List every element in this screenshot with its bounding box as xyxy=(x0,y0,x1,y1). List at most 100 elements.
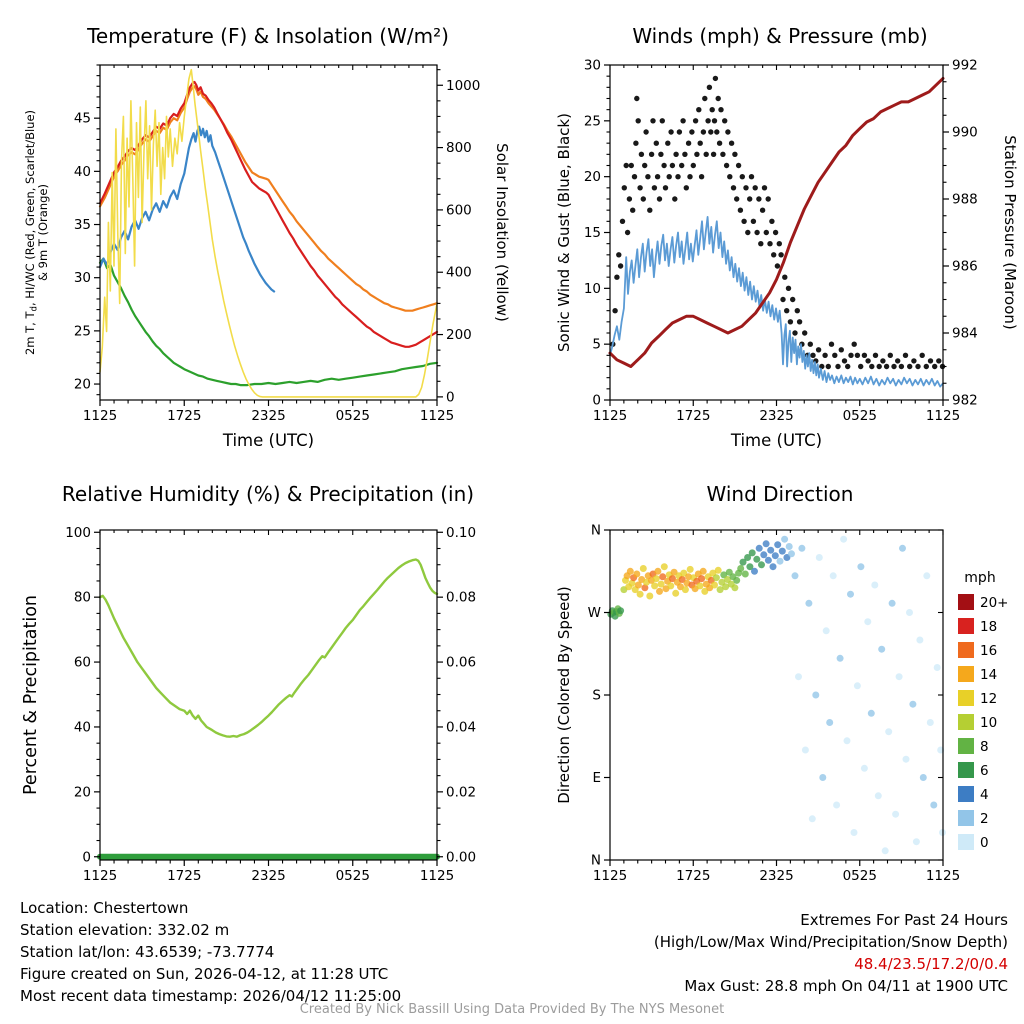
svg-text:0.08: 0.08 xyxy=(446,590,476,606)
svg-text:1725: 1725 xyxy=(167,868,201,884)
svg-text:1725: 1725 xyxy=(676,408,710,424)
svg-text:0525: 0525 xyxy=(843,408,877,424)
svg-text:0.00: 0.00 xyxy=(446,849,476,865)
svg-text:800: 800 xyxy=(446,140,472,156)
svg-text:990: 990 xyxy=(952,125,978,141)
svg-text:2m T, Td, HI/WC (Red, Green, S: 2m T, Td, HI/WC (Red, Green, Scarlet/Blu… xyxy=(23,110,40,355)
wind-direction-points xyxy=(607,535,946,855)
extremes-values: 48.4/23.5/17.2/0/0.4 xyxy=(854,955,1008,973)
svg-text:45: 45 xyxy=(74,111,91,127)
legend-swatch-0 xyxy=(958,834,974,850)
legend-label-8: 8 xyxy=(980,739,989,755)
wind-direction-chart-title: Wind Direction xyxy=(706,482,854,506)
svg-text:25: 25 xyxy=(74,323,91,339)
legend-swatch-10 xyxy=(958,714,974,730)
svg-text:1125: 1125 xyxy=(83,408,117,424)
legend-swatch-4 xyxy=(958,786,974,802)
legend-swatch-18 xyxy=(958,618,974,634)
elevation-line: Station elevation: 332.02 m xyxy=(20,921,230,939)
legend-swatch-8 xyxy=(958,738,974,754)
legend-label-14: 14 xyxy=(980,667,997,683)
svg-text:E: E xyxy=(592,770,601,786)
credit-line: Created By Nick Bassill Using Data Provi… xyxy=(299,1002,725,1017)
svg-text:80: 80 xyxy=(74,590,91,606)
dewpoint-2m-line xyxy=(98,257,439,387)
max-gust-line: Max Gust: 28.8 mph On 04/11 at 1900 UTC xyxy=(684,977,1008,995)
legend-swatch-2 xyxy=(958,810,974,826)
svg-text:Time (UTC): Time (UTC) xyxy=(730,431,822,450)
legend-label-4: 4 xyxy=(980,787,989,803)
legend-swatch-16 xyxy=(958,642,974,658)
svg-text:988: 988 xyxy=(952,192,978,208)
svg-text:100: 100 xyxy=(65,525,91,541)
svg-text:2325: 2325 xyxy=(251,868,285,884)
location-line: Location: Chestertown xyxy=(20,899,189,917)
svg-text:1125: 1125 xyxy=(83,868,117,884)
svg-text:10: 10 xyxy=(584,281,601,297)
legend-label-18: 18 xyxy=(980,619,997,635)
legend-swatch-14 xyxy=(958,666,974,682)
relative-humidity-line xyxy=(98,558,439,738)
svg-text:30: 30 xyxy=(584,58,601,74)
svg-text:20: 20 xyxy=(74,784,91,800)
svg-text:0.06: 0.06 xyxy=(446,655,476,671)
humidity-precip-chart-title: Relative Humidity (%) & Precipitation (i… xyxy=(61,482,475,506)
wind-gust-points xyxy=(610,75,946,370)
humidity-precip-plot: 1125 1725 2325 0525 1125 0 20 40 60 80 100 Percent … xyxy=(21,525,476,884)
svg-text:992: 992 xyxy=(952,58,978,74)
legend-label-2: 2 xyxy=(980,811,989,827)
svg-text:0525: 0525 xyxy=(336,408,370,424)
solar-insolation-line xyxy=(99,68,438,398)
temperature-9m-line xyxy=(98,85,439,312)
svg-text:1125: 1125 xyxy=(420,868,454,884)
figure-created-line: Figure created on Sun, 2026-04-12, at 11… xyxy=(20,965,389,983)
svg-text:Station Pressure (Maroon): Station Pressure (Maroon) xyxy=(1001,135,1019,329)
svg-text:0: 0 xyxy=(82,849,91,865)
svg-text:Solar Insolation (Yellow): Solar Insolation (Yellow) xyxy=(493,143,511,322)
svg-text:0525: 0525 xyxy=(336,868,370,884)
svg-text:1125: 1125 xyxy=(926,408,960,424)
svg-text:Percent & Precipitation: Percent & Precipitation xyxy=(21,595,41,795)
latlon-line: Station lat/lon: 43.6539; -73.7774 xyxy=(20,943,275,961)
extremes-subtitle: (High/Low/Max Wind/Precipitation/Snow De… xyxy=(653,933,1008,951)
svg-text:0: 0 xyxy=(446,389,455,405)
legend-label-12: 12 xyxy=(980,691,997,707)
extremes-title: Extremes For Past 24 Hours xyxy=(800,911,1008,929)
svg-text:1725: 1725 xyxy=(676,868,710,884)
legend-label-10: 10 xyxy=(980,715,997,731)
svg-text:2325: 2325 xyxy=(759,868,793,884)
svg-text:0.02: 0.02 xyxy=(446,784,476,800)
legend-swatch-12 xyxy=(958,690,974,706)
svg-text:1125: 1125 xyxy=(420,408,454,424)
svg-text:0525: 0525 xyxy=(843,868,877,884)
data-timestamp-line: Most recent data timestamp: 2026/04/12 1… xyxy=(20,987,402,1005)
svg-text:0.04: 0.04 xyxy=(446,719,476,735)
svg-text:1125: 1125 xyxy=(593,408,627,424)
svg-text:0.10: 0.10 xyxy=(446,525,476,541)
svg-text:2325: 2325 xyxy=(251,408,285,424)
svg-text:N: N xyxy=(591,523,601,539)
svg-text:60: 60 xyxy=(74,655,91,671)
svg-text:20: 20 xyxy=(584,169,601,185)
temperature-insolation-plot: 1125 1725 2325 0525 1125 20 25 30 35 40 45 2m T, Td… xyxy=(23,64,511,450)
svg-text:600: 600 xyxy=(446,202,472,218)
svg-text:984: 984 xyxy=(952,326,978,342)
station-info-block: Location: Chestertown Station elevation:… xyxy=(20,897,401,1007)
temperature-2m-line xyxy=(98,80,439,348)
sonic-wind-line xyxy=(609,215,944,388)
legend-label-16: 16 xyxy=(980,643,997,659)
station-pressure-line xyxy=(608,76,945,368)
svg-text:400: 400 xyxy=(446,265,472,281)
svg-text:S: S xyxy=(592,688,601,704)
svg-text:mph: mph xyxy=(964,570,995,586)
svg-text:30: 30 xyxy=(74,270,91,286)
svg-text:982: 982 xyxy=(952,393,978,409)
axes: 1125 1725 2325 0525 1125 20 25 30 35 40 45 2m T, Td… xyxy=(23,64,511,450)
winds-pressure-chart-title: Winds (mph) & Pressure (mb) xyxy=(632,24,928,48)
svg-text:& 9m T (Orange): & 9m T (Orange) xyxy=(36,184,50,281)
svg-text:200: 200 xyxy=(446,327,472,343)
svg-text:2325: 2325 xyxy=(759,408,793,424)
